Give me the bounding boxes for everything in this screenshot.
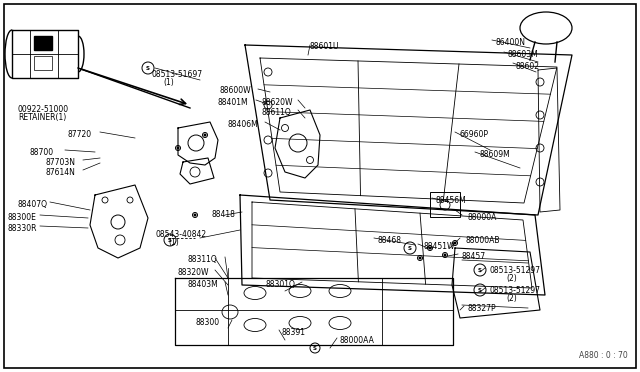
Text: 87614N: 87614N	[46, 168, 76, 177]
Text: 88000AB: 88000AB	[465, 236, 499, 245]
Circle shape	[204, 134, 206, 136]
Circle shape	[177, 147, 179, 149]
Text: 88406M: 88406M	[228, 120, 259, 129]
Text: 88457: 88457	[462, 252, 486, 261]
Text: 88330R: 88330R	[8, 224, 38, 233]
Text: S: S	[408, 246, 412, 250]
Bar	[430, 192, 460, 217]
Text: 88603M: 88603M	[507, 50, 538, 59]
Text: 08543-40842: 08543-40842	[155, 230, 206, 239]
Circle shape	[419, 257, 421, 259]
Bar	[34, 36, 52, 50]
Circle shape	[194, 214, 196, 216]
Text: 08513-51697: 08513-51697	[152, 70, 203, 79]
Text: 88327P: 88327P	[468, 304, 497, 313]
Text: 88600W: 88600W	[220, 86, 252, 95]
Text: 87703N: 87703N	[46, 158, 76, 167]
Text: 88391: 88391	[281, 328, 305, 337]
Text: 66960P: 66960P	[460, 130, 489, 139]
Text: 88609M: 88609M	[480, 150, 511, 159]
Text: 88468: 88468	[378, 236, 402, 245]
Text: S: S	[146, 65, 150, 71]
Text: 88401M: 88401M	[218, 98, 248, 107]
Text: (1): (1)	[163, 78, 173, 87]
Text: 88403M: 88403M	[188, 280, 219, 289]
Text: 88301Q: 88301Q	[265, 280, 295, 289]
Circle shape	[454, 242, 456, 244]
Text: 88611Q: 88611Q	[262, 108, 292, 117]
Bar	[34, 56, 52, 70]
Text: 88300E: 88300E	[8, 213, 37, 222]
Text: 00922-51000: 00922-51000	[18, 105, 69, 114]
Text: 88320W: 88320W	[178, 268, 209, 277]
Text: 08513-51297: 08513-51297	[490, 286, 541, 295]
Text: 88451W: 88451W	[423, 242, 454, 251]
Text: 88311Q: 88311Q	[188, 255, 218, 264]
Text: 87720: 87720	[68, 130, 92, 139]
Circle shape	[444, 254, 446, 256]
Text: 88700: 88700	[30, 148, 54, 157]
Text: S: S	[478, 288, 482, 292]
Circle shape	[429, 247, 431, 249]
Text: 88418: 88418	[212, 210, 236, 219]
Text: 88300: 88300	[196, 318, 220, 327]
Text: RETAINER(1): RETAINER(1)	[18, 113, 67, 122]
Text: 88456M: 88456M	[435, 196, 466, 205]
Text: (2): (2)	[506, 294, 516, 303]
Text: 86400N: 86400N	[495, 38, 525, 47]
Text: 88000AA: 88000AA	[340, 336, 375, 345]
Text: 88601U: 88601U	[310, 42, 339, 51]
Text: 88602: 88602	[516, 62, 540, 71]
Text: A880 : 0 : 70: A880 : 0 : 70	[579, 351, 628, 360]
Text: S: S	[168, 237, 172, 243]
Text: 88620W: 88620W	[262, 98, 294, 107]
Text: 08513-51297: 08513-51297	[490, 266, 541, 275]
Text: (1): (1)	[168, 238, 179, 247]
Text: 88407Q: 88407Q	[18, 200, 48, 209]
Text: S: S	[478, 267, 482, 273]
Text: S: S	[313, 346, 317, 350]
Text: (2): (2)	[506, 274, 516, 283]
Text: 88000A: 88000A	[467, 213, 497, 222]
